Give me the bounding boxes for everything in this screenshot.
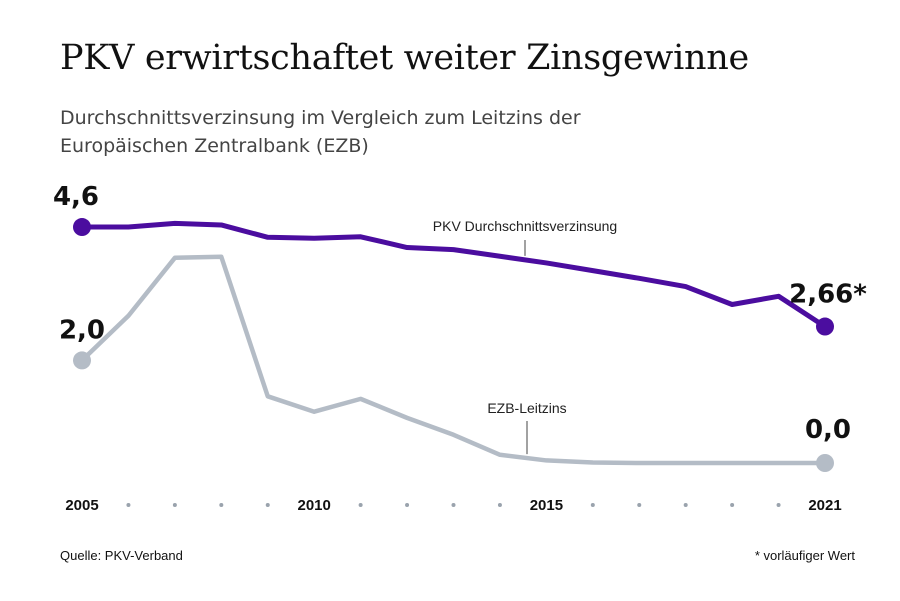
ezb-series-label: EZB-Leitzins xyxy=(487,400,566,416)
ezb-end-point xyxy=(816,454,834,472)
x-tick-dot-2007 xyxy=(172,503,177,507)
chart-subtitle: Durchschnittsverzinsung im Vergleich zum… xyxy=(60,107,581,157)
pkv-start-value-label: 4,6 xyxy=(53,182,99,212)
source-note: Quelle: PKV-Verband xyxy=(60,548,183,563)
x-tick-dot-2017 xyxy=(637,503,642,507)
x-tick-dot-2019 xyxy=(730,503,735,507)
x-tick-dot-2014 xyxy=(497,503,502,507)
x-tick-label-2021: 2021 xyxy=(808,497,841,514)
x-tick-dot-2006 xyxy=(126,503,131,507)
pkv-start-point xyxy=(73,218,91,237)
pkv-series-line xyxy=(79,220,828,330)
x-tick-dot-2018 xyxy=(683,503,688,507)
chart-title: PKV erwirtschaftet weiter Zinsgewinne xyxy=(60,38,749,78)
x-tick-dot-2016 xyxy=(590,503,595,507)
x-tick-dot-2013 xyxy=(451,503,456,507)
x-tick-dot-2011 xyxy=(358,503,363,507)
pkv-end-value-label: 2,66* xyxy=(789,280,867,310)
x-tick-label-2005: 2005 xyxy=(65,497,98,514)
pkv-series-label: PKV Durchschnittsverzinsung xyxy=(433,218,617,234)
x-tick-dot-2012 xyxy=(405,503,410,507)
ezb-series-line xyxy=(79,254,828,466)
x-tick-dot-2008 xyxy=(219,503,224,507)
pkv-end-point xyxy=(816,317,834,336)
x-tick-label-2010: 2010 xyxy=(298,497,331,514)
x-tick-dot-2009 xyxy=(265,503,270,507)
x-tick-dot-2020 xyxy=(776,503,781,507)
ezb-start-value-label: 2,0 xyxy=(59,315,105,345)
footnote: * vorläufiger Wert xyxy=(754,548,855,563)
x-tick-label-2015: 2015 xyxy=(530,497,563,514)
ezb-start-point xyxy=(73,351,91,370)
ezb-end-value-label: 0,0 xyxy=(805,415,851,445)
